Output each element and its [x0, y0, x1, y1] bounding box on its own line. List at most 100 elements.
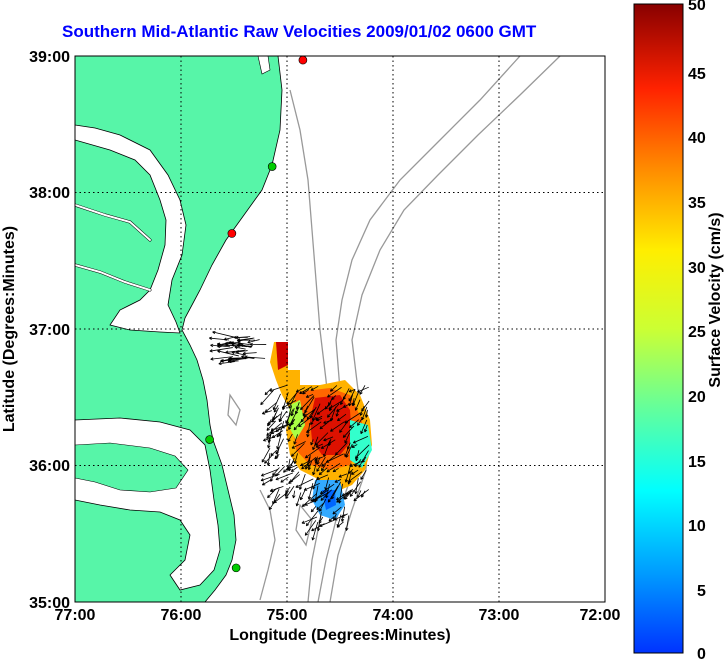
velocity-arrow	[361, 406, 368, 421]
velocity-arrow	[300, 414, 308, 423]
colorbar-tick-label: 25	[688, 324, 706, 341]
velocity-arrow	[360, 470, 367, 480]
velocity-arrow	[314, 432, 329, 446]
x-tick-label: 76:00	[161, 607, 202, 624]
velocity-arrow	[290, 443, 305, 457]
velocity-arrow	[292, 490, 296, 499]
velocity-arrow	[320, 464, 326, 472]
velocity-arrow	[323, 436, 334, 442]
velocity-arrow	[318, 467, 328, 476]
colorbar-tick-label: 45	[688, 66, 706, 83]
velocity-arrow	[275, 438, 284, 455]
velocity-arrow	[310, 439, 314, 446]
velocity-arrow	[310, 416, 317, 425]
velocity-arrow	[325, 453, 344, 463]
velocity-arrow	[276, 433, 282, 450]
colorbar-tick-label: 35	[688, 195, 706, 212]
velocity-arrow	[316, 511, 322, 532]
velocity-arrow	[326, 463, 341, 473]
x-tick-label: 73:00	[479, 607, 520, 624]
velocity-arrow	[234, 345, 246, 350]
velocity-arrow	[342, 425, 355, 438]
y-tick-label: 37:00	[29, 322, 70, 339]
x-tick-label: 75:00	[267, 607, 308, 624]
velocity-arrow	[218, 361, 235, 366]
velocity-arrow	[345, 515, 350, 531]
velocity-arrow	[210, 356, 234, 361]
plot-frame	[74, 55, 606, 603]
velocity-arrow	[267, 488, 277, 499]
velocity-arrow	[286, 465, 297, 471]
station-marker	[205, 435, 214, 444]
velocity-arrow	[312, 476, 319, 490]
velocity-arrow	[348, 394, 353, 407]
velocity-arrow	[233, 335, 248, 340]
velocity-arrow	[344, 492, 351, 500]
velocity-arrow	[304, 455, 311, 470]
velocity-arrow	[275, 426, 282, 433]
velocity-arrow	[363, 424, 368, 433]
velocity-arrow	[355, 450, 360, 462]
velocity-arrow	[364, 409, 369, 418]
velocity-arrow	[327, 438, 332, 446]
velocity-arrow	[311, 521, 319, 541]
velocity-arrow	[360, 419, 368, 435]
velocity-arrow	[290, 408, 295, 417]
station-marker	[231, 563, 241, 573]
velocity-arrow	[290, 466, 298, 473]
velocity-arrow	[336, 521, 344, 528]
colorbar-tick-label: 0	[697, 646, 706, 659]
chesapeake-bay	[75, 124, 187, 334]
velocity-arrow	[285, 405, 293, 425]
velocity-arrow	[352, 436, 369, 444]
y-tick-label: 39:00	[29, 49, 70, 66]
velocity-arrow	[212, 330, 236, 338]
velocity-arrow	[310, 505, 317, 513]
velocity-arrow	[336, 413, 347, 422]
velocity-arrow	[264, 454, 274, 464]
colorbar-tick-label: 20	[688, 389, 706, 406]
station-marker	[227, 229, 237, 238]
velocity-arrow	[299, 488, 307, 501]
velocity-arrow	[288, 392, 297, 409]
velocity-arrow	[351, 469, 359, 475]
x-axis-label: Longitude (Degrees:Minutes)	[229, 627, 450, 644]
velocity-arrow	[315, 415, 323, 420]
colorbar-tick-label: 40	[688, 130, 706, 147]
colorbar-tick-label: 50	[688, 0, 706, 14]
velocity-arrow	[266, 432, 273, 439]
velocity-arrow	[267, 432, 272, 449]
velocity-arrow	[300, 395, 315, 411]
velocity-arrow	[283, 460, 295, 473]
velocity-arrow	[217, 344, 231, 349]
velocity-arrow	[228, 341, 246, 347]
velocity-arrow	[351, 444, 358, 448]
velocity-arrow	[320, 489, 332, 501]
velocity-arrow	[301, 493, 318, 507]
velocity-arrow	[336, 407, 344, 412]
velocity-arrow	[323, 440, 331, 458]
velocity-arrow	[334, 478, 342, 483]
velocity-arrow	[261, 447, 271, 463]
x-tick-label: 72:00	[580, 607, 621, 624]
velocity-arrow	[341, 513, 348, 518]
velocity-arrow	[304, 520, 317, 536]
velocity-arrow	[217, 349, 239, 357]
velocity-arrow	[316, 456, 326, 472]
colorbar	[633, 3, 684, 654]
velocity-arrow	[330, 421, 345, 432]
velocity-arrow	[312, 436, 319, 451]
velocity-arrow	[242, 351, 257, 356]
velocity-arrow	[231, 350, 247, 356]
velocity-arrow	[311, 403, 321, 421]
y-tick-labels: 39:00 38:00 37:00 36:00 35:00	[29, 49, 70, 612]
velocity-arrow	[270, 487, 280, 492]
velocity-arrow	[328, 399, 344, 410]
velocity-arrow	[336, 491, 351, 503]
velocity-arrow	[307, 483, 314, 500]
velocity-arrow	[270, 474, 274, 482]
velocity-arrow	[281, 400, 297, 409]
velocity-arrow	[319, 483, 335, 495]
velocity-arrow	[316, 502, 324, 511]
